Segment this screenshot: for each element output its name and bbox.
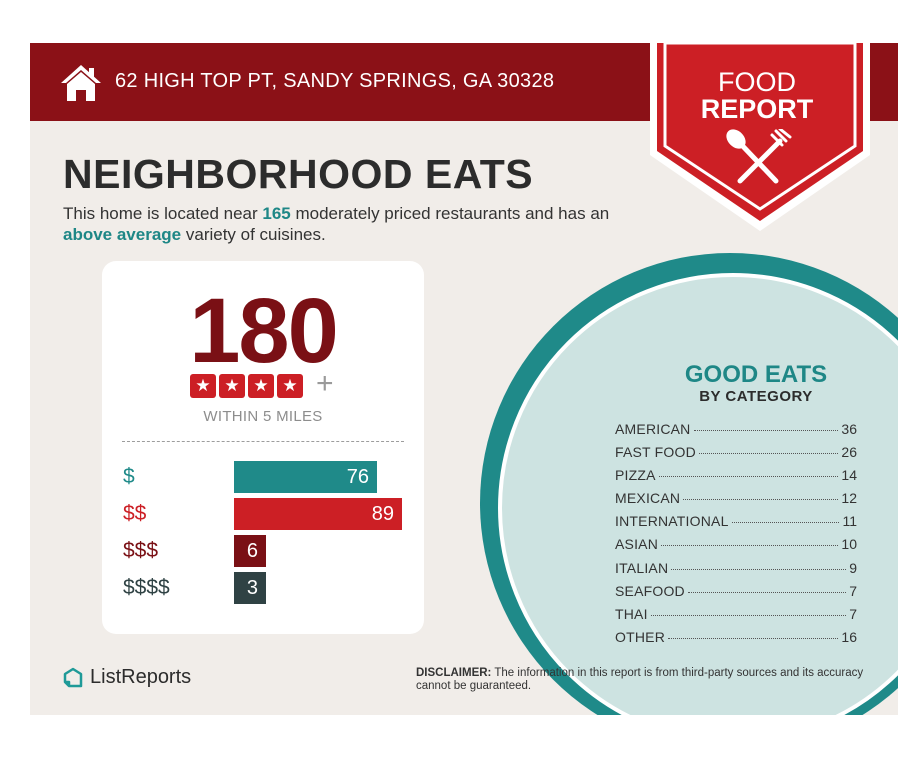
category-row: MEXICAN 12 <box>615 490 857 513</box>
price-row: $76 <box>120 461 410 493</box>
spoon-fork-icon <box>726 129 792 184</box>
home-icon <box>61 65 101 101</box>
category-count: 36 <box>841 421 857 437</box>
intro-part-1: This home is located near <box>63 204 263 223</box>
category-name: PIZZA <box>615 467 656 484</box>
dot-leader <box>668 637 839 639</box>
star-icon: ★ <box>248 374 274 398</box>
star-icon: ★ <box>277 374 303 398</box>
price-level-label: $ <box>123 465 135 488</box>
price-row: $$$ 6 <box>120 535 410 567</box>
brand-name: ListReports <box>90 666 192 688</box>
category-name: ASIAN <box>615 536 659 553</box>
food-report-card: 62 HIGH TOP PT, SANDY SPRINGS, GA 30328 … <box>30 43 898 715</box>
dot-leader <box>671 568 847 570</box>
brand: ListReports <box>62 666 191 689</box>
category-title: GOOD EATS <box>684 361 828 388</box>
dot-leader <box>698 453 839 455</box>
category-name: SEAFOOD <box>615 582 685 599</box>
intro-part-3: variety of cuisines. <box>181 225 326 244</box>
category-row: ITALIAN 9 <box>615 560 857 583</box>
dot-leader <box>687 591 847 593</box>
category-circle <box>498 273 898 715</box>
disclaimer-text: The information in this report is from t… <box>416 667 864 692</box>
category-count: 12 <box>841 490 857 507</box>
category-row: ASIAN 10 <box>615 536 857 559</box>
listreports-logo-icon <box>63 667 83 687</box>
price-level-bar: 6 <box>234 535 266 567</box>
dot-leader <box>683 499 839 501</box>
category-count: 11 <box>842 513 857 530</box>
divider <box>122 441 404 442</box>
food-report-badge <box>650 43 870 231</box>
price-level-label: $$ <box>123 502 147 525</box>
category-name: MEXICAN <box>615 490 681 507</box>
category-subtitle: BY CATEGORY <box>699 388 813 405</box>
variety-rating: above average <box>63 225 182 244</box>
restaurant-count: 165 <box>262 204 291 223</box>
category-name: ITALIAN <box>615 559 669 576</box>
category-row: PIZZA 14 <box>615 467 857 490</box>
category-list: AMERICAN 36 FAST FOOD 26 PIZZA 14 MEXICAN 12 INT… <box>615 421 857 652</box>
price-row: $$ 89 <box>120 498 410 530</box>
price-level-bar: 76 <box>234 461 377 493</box>
category-row: OTHER 16 <box>615 629 857 652</box>
badge-line-1: FOOD <box>718 67 796 97</box>
category-row: AMERICAN 36 <box>615 421 857 444</box>
category-row: FAST FOOD 26 <box>615 444 857 467</box>
category-count: 16 <box>841 628 857 645</box>
dot-leader <box>693 430 839 431</box>
restaurant-stats-card: 180 ★ ★ ★ ★ + WITHIN 5 MILES $76 $$ 89 $$$ 6 $$$… <box>102 261 424 634</box>
price-level-label: $$$ <box>123 539 159 562</box>
category-row: THAI 7 <box>615 606 857 629</box>
intro-text: This home is located near 165 moderately… <box>63 203 663 245</box>
intro-part-2: moderately priced restaurants and has an <box>290 204 610 223</box>
category-row: SEAFOOD 7 <box>615 583 857 606</box>
category-name: OTHER <box>615 628 665 645</box>
dot-leader <box>658 476 839 478</box>
dot-leader <box>650 614 847 616</box>
category-count: 7 <box>849 582 857 599</box>
category-count: 7 <box>849 605 857 622</box>
food-report-title: FOOD REPORT <box>650 69 864 123</box>
category-row: INTERNATIONAL 11 <box>615 513 857 536</box>
price-level-label: $$$$ <box>123 576 170 599</box>
price-level-bar: 89 <box>234 498 402 530</box>
category-name: AMERICAN <box>615 421 691 437</box>
category-count: 14 <box>841 467 857 484</box>
total-restaurants: 180 <box>189 280 339 382</box>
disclaimer-label: DISCLAIMER: <box>416 667 492 679</box>
badge-line-2: REPORT <box>700 94 814 124</box>
category-count: 26 <box>841 444 857 461</box>
category-name: THAI <box>615 605 648 622</box>
star-plus: + <box>316 367 334 400</box>
star-rating: ★ ★ ★ ★ <box>190 374 303 398</box>
star-icon: ★ <box>219 374 245 398</box>
dot-leader <box>661 545 839 547</box>
category-count: 9 <box>849 559 857 576</box>
property-address: 62 HIGH TOP PT, SANDY SPRINGS, GA 30328 <box>115 70 555 92</box>
price-row: $$$$ 3 <box>120 572 410 604</box>
disclaimer: DISCLAIMER: The information in this repo… <box>416 667 876 693</box>
star-icon: ★ <box>190 374 216 398</box>
page-title: NEIGHBORHOOD EATS <box>63 151 534 197</box>
category-name: FAST FOOD <box>615 444 696 461</box>
radius-label: WITHIN 5 MILES <box>203 408 323 425</box>
category-count: 10 <box>841 536 857 553</box>
price-level-bar: 3 <box>234 572 266 604</box>
dot-leader <box>731 522 840 524</box>
category-name: INTERNATIONAL <box>615 513 729 530</box>
